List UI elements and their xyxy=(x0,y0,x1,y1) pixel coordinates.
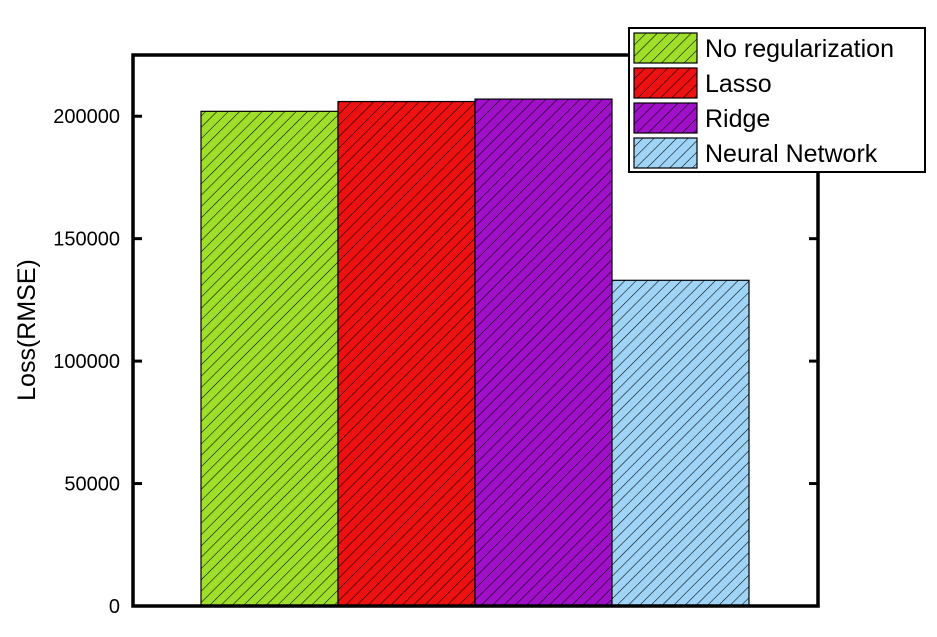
bar-no-regularization xyxy=(200,110,339,607)
bars-layer xyxy=(200,98,750,607)
legend-label: No regularization xyxy=(705,35,894,63)
legend-swatch-lasso xyxy=(633,67,698,99)
legend-label: Neural Network xyxy=(705,140,878,168)
bar-neural-network xyxy=(611,279,750,607)
y-tick-label: 100000 xyxy=(53,351,120,373)
legend-swatch-ridge xyxy=(633,102,698,134)
plot-frame xyxy=(131,53,820,608)
legend-swatch-no-regularization xyxy=(633,32,698,64)
y-axis-label: Loss(RMSE) xyxy=(13,259,41,401)
axes xyxy=(131,53,820,608)
legend-label: Ridge xyxy=(705,105,770,133)
legend-label: Lasso xyxy=(705,70,772,98)
bar-lasso xyxy=(337,100,476,607)
y-tick-label: 150000 xyxy=(53,229,120,251)
y-tick-label: 0 xyxy=(109,596,120,618)
y-axis-ticks: 0 50000 100000 150000 200000 xyxy=(53,106,818,618)
y-tick-label: 50000 xyxy=(64,474,120,496)
y-tick-label: 200000 xyxy=(53,106,120,128)
legend: No regularization Lasso Ridge Neural Networ… xyxy=(628,27,926,173)
legend-swatch-neural-network xyxy=(633,137,698,169)
bar-ridge xyxy=(474,98,613,607)
